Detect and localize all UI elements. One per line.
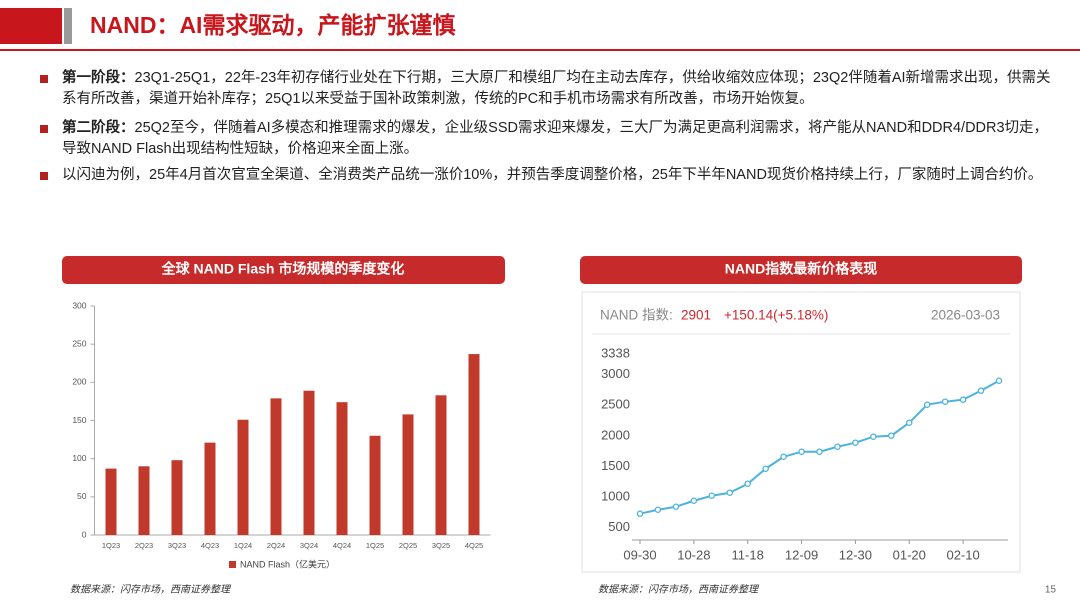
bullet-text: 23Q1-25Q1，22年-23年初存储行业处在下行期，三大原厂和模组厂均在主动… [62,70,1051,107]
y-tick-label: 250 [72,338,86,348]
x-tick-label: 2Q24 [267,541,285,550]
index-value: 2901 [681,308,711,323]
chart-frame [581,291,1021,573]
y-tick-label: 200 [72,377,86,387]
bar [402,414,414,535]
point [834,443,841,451]
bar [204,442,216,535]
x-tick-label: 4Q23 [201,541,219,550]
x-tick-label: 3Q25 [432,541,450,550]
point [654,506,662,514]
x-tick-label: 3Q24 [300,541,318,550]
bar [237,419,249,535]
point [798,448,805,455]
bar [369,435,381,535]
bullet: 第二阶段：25Q2至今，伴随着AI多模态和推理需求的爆发，企业级SSD需求迎来爆… [40,118,1052,160]
y-tick-label: 1000 [601,489,630,504]
index-date: 2026-03-03 [931,308,1000,323]
point [762,465,769,472]
x-tick-label: 4Q24 [333,541,351,550]
slide-title: NAND：AI需求驱动，产能扩张谨慎 [90,12,455,38]
header-block [0,8,62,44]
x-tick-label: 11-18 [732,547,764,562]
point [816,448,823,455]
point [941,398,949,405]
point [636,510,644,517]
point [708,492,716,499]
point [870,433,877,440]
y-tick-label: 500 [608,519,630,534]
source-note: 数据来源：闪存市场，西南证券整理 [598,584,760,596]
source-note: 数据来源：闪存市场，西南证券整理 [70,584,232,596]
y-tick-label: 3000 [601,366,630,381]
x-tick-label: 3Q23 [168,541,186,550]
x-tick-label: 1Q25 [366,541,384,550]
bar [336,402,348,535]
header-accent [64,8,72,44]
bar [138,466,150,535]
x-tick-label: 09-30 [623,547,656,562]
index-change: +150.14(+5.18%) [724,308,828,323]
bullet: 以闪迪为例，25年4月首次官宣全渠道、全消费类产品统一涨价10%，并预告季度调整… [40,165,1052,186]
y-tick-label: 2500 [601,397,630,412]
bar [171,460,183,535]
point [888,432,895,439]
legend-label: NAND Flash（亿美元） [240,558,335,569]
y-tick-label: 1500 [601,458,630,473]
point [906,419,913,426]
x-tick-label: 12-09 [785,547,818,562]
index-label: NAND 指数: [600,308,673,323]
page-number: 15 [1045,585,1057,596]
bullet-text: 以闪迪为例，25年4月首次官宣全渠道、全消费类产品统一涨价10%，并预告季度调整… [62,167,1043,183]
point [959,396,967,403]
point [923,401,931,408]
point [690,497,698,505]
bar [435,395,447,535]
x-tick-label: 1Q23 [102,541,120,550]
bullet-label: 第二阶段： [62,120,135,136]
point [726,489,734,496]
chart-title: NAND指数最新价格表现 [725,261,877,277]
bar [105,468,117,535]
chart-banner [62,256,505,284]
x-tick-label: 2Q25 [399,541,417,550]
y-tick-label: 50 [77,491,87,501]
y-tick-label: 3338 [601,345,630,360]
point [977,387,985,394]
x-tick-label: 12-30 [839,547,872,562]
y-tick-label: 2000 [601,427,630,442]
legend-swatch [229,561,236,568]
bar [303,390,315,535]
y-tick-label: 300 [72,300,86,310]
y-tick-label: 150 [72,415,86,425]
point [852,439,859,446]
y-tick-label: 100 [72,453,86,463]
x-tick-label: 2Q23 [135,541,153,550]
bar [270,398,282,535]
bar [468,354,480,535]
x-tick-label: 4Q25 [465,541,483,550]
bullet-text: 25Q2至今，伴随着AI多模态和推理需求的爆发，企业级SSD需求迎来爆发，三大厂… [62,120,1049,157]
x-tick-label: 01-20 [893,547,926,562]
chart-title: 全球 NAND Flash 市场规模的季度变化 [161,261,405,277]
point [780,453,787,460]
x-tick-label: 02-10 [946,547,979,562]
bullet-label: 第一阶段： [62,70,135,86]
x-tick-label: 10-28 [677,547,710,562]
y-tick-label: 0 [82,529,87,539]
point [995,377,1003,385]
point [672,503,680,511]
x-tick-label: 1Q24 [234,541,252,550]
chart-banner [580,256,1022,284]
point [744,480,751,487]
bullet: 第一阶段：23Q1-25Q1，22年-23年初存储行业处在下行期，三大原厂和模组… [40,68,1052,110]
